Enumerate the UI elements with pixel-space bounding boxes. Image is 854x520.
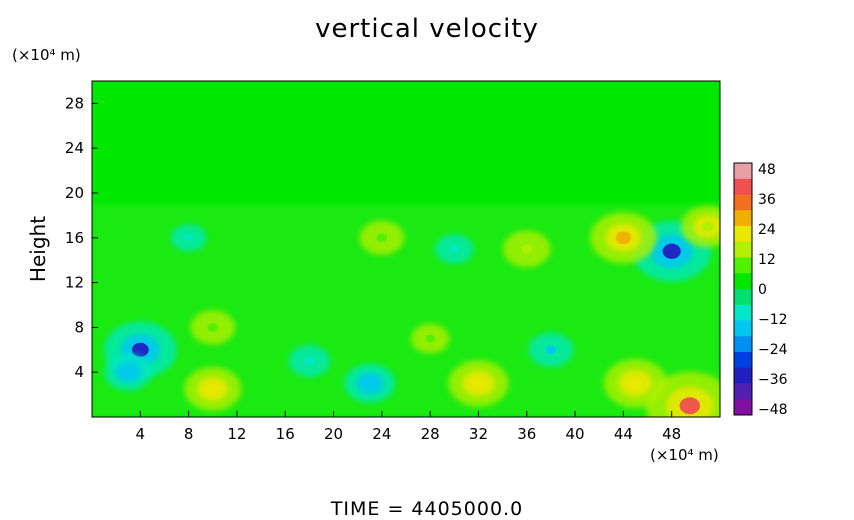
colorbar-swatch (734, 163, 752, 180)
x-tick-label: 12 (227, 425, 246, 443)
x-tick-label: 24 (372, 425, 391, 443)
colorbar-swatch (734, 336, 752, 353)
field-feature (190, 310, 236, 345)
y-tick-label: 16 (65, 229, 84, 247)
y-axis-unit: (×10⁴ m) (12, 46, 81, 64)
colorbar-swatch (734, 273, 752, 290)
field-feature (502, 230, 551, 268)
x-axis-unit: (×10⁴ m) (650, 446, 719, 464)
plot-frame (91, 80, 721, 418)
field-feature (528, 332, 574, 367)
colorbar-tick-label: 48 (758, 162, 776, 178)
y-tick-label: 20 (65, 184, 84, 202)
colorbar-tick-label: 12 (758, 252, 776, 268)
x-tick-label: 48 (662, 425, 681, 443)
y-tick-label: 12 (65, 274, 84, 292)
x-tick-label: 16 (276, 425, 295, 443)
colorbar-tick-label: 36 (758, 192, 776, 208)
field-feature (680, 205, 720, 248)
colorbar-tick-label: 24 (758, 222, 776, 238)
colorbar-swatch (734, 352, 752, 369)
colorbar-swatch (734, 320, 752, 337)
field-feature (184, 367, 242, 411)
x-tick-label: 28 (421, 425, 440, 443)
x-tick-label: 36 (517, 425, 536, 443)
y-tick-label: 4 (74, 363, 84, 381)
x-tick-label: 44 (614, 425, 633, 443)
field-feature (410, 323, 450, 354)
colorbar-tick-label: −48 (758, 402, 788, 418)
field-feature (288, 345, 331, 377)
colorbar-swatch (734, 226, 752, 243)
x-tick-label: 40 (566, 425, 585, 443)
y-tick-label: 28 (65, 94, 84, 112)
colorbar-tick-label: −12 (758, 312, 788, 328)
colorbar-swatch (734, 367, 752, 384)
field-feature (448, 360, 509, 407)
y-axis: 4 8 12 16 20 24 28 (65, 94, 98, 381)
y-tick-label: 24 (65, 139, 84, 157)
colorbar-swatch (734, 383, 752, 400)
colorbar-frame (733, 162, 753, 416)
x-tick-label: 4 (136, 425, 146, 443)
field-feature (104, 353, 153, 391)
chart-title: vertical velocity (315, 14, 539, 44)
colorbar-swatch (734, 289, 752, 306)
time-footer: TIME = 4405000.0 (330, 498, 524, 520)
colorbar-swatch (734, 178, 752, 195)
field-feature (344, 363, 396, 403)
colorbar-swatch (734, 210, 752, 227)
x-tick-label: 20 (324, 425, 343, 443)
x-tick-label: 8 (184, 425, 194, 443)
y-tick-label: 8 (74, 318, 84, 336)
colorbar-swatch (734, 399, 752, 416)
colorbar-swatch (734, 241, 752, 258)
colorbar-swatch (734, 304, 752, 321)
colorbar-tick-label: −24 (758, 342, 788, 358)
field-feature (359, 220, 405, 255)
colorbar-tick-label: −36 (758, 372, 788, 388)
field-feature (590, 212, 657, 264)
plot-area (92, 81, 720, 417)
x-tick-label: 32 (469, 425, 488, 443)
field-feature (170, 224, 207, 252)
field-feature (435, 234, 474, 264)
colorbar-tick-label: 0 (758, 282, 767, 298)
colorbar: 48 36 24 12 0 −12 −24 −36 −48 (733, 162, 788, 418)
colorbar-swatch (734, 257, 752, 274)
field-feature (645, 371, 720, 417)
x-axis: 4 8 12 16 20 24 28 32 36 40 44 48 (136, 411, 681, 443)
colorbar-swatch (734, 194, 752, 211)
